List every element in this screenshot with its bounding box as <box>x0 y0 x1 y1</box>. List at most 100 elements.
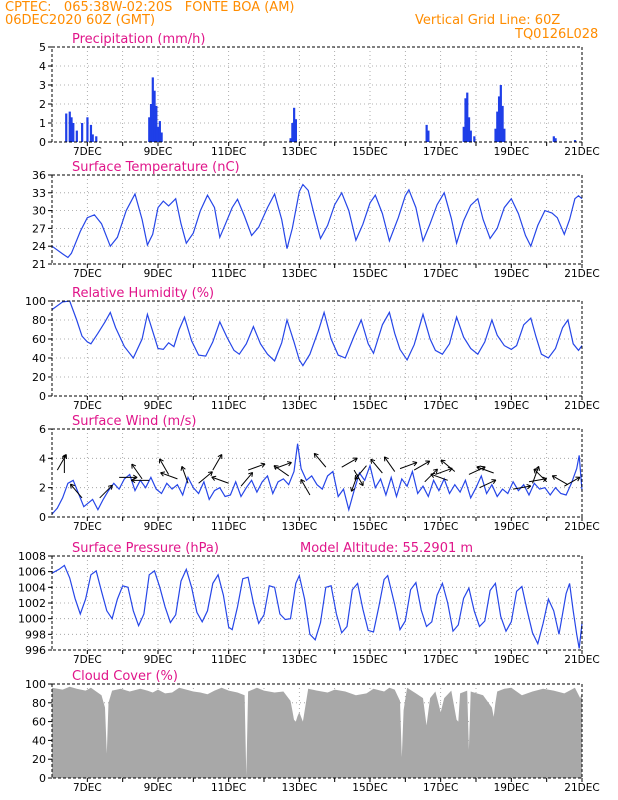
y-tick-label: 996 <box>25 644 46 657</box>
y-tick-label: 1002 <box>18 597 46 610</box>
x-tick-label: 19DEC <box>494 654 529 666</box>
wind-arrow-head <box>350 486 356 492</box>
wind-arrow <box>532 466 540 484</box>
x-tick-label: 21DEC <box>564 521 599 533</box>
panel-title: Surface Wind (m/s) <box>72 414 196 429</box>
wind-arrow <box>354 465 367 480</box>
wind-arrow <box>370 458 383 474</box>
wind-arrow-head <box>61 454 68 460</box>
wind-arrow <box>181 466 189 484</box>
panel-4: 996 998 1000 1002 1004 1006 1008 7DEC 9DEC 11DEC 1… <box>18 541 600 666</box>
wind-arrow <box>198 471 213 484</box>
wind-arrow-head <box>130 477 136 484</box>
wind-arrow <box>131 463 143 480</box>
y-tick-label: 2 <box>39 98 46 111</box>
precip-bar <box>497 96 501 142</box>
panel-title: Precipitation (mm/h) <box>72 32 205 47</box>
x-tick-label: 11DEC <box>211 521 246 533</box>
precip-bar <box>503 128 506 142</box>
y-tick-label: 40 <box>32 734 46 747</box>
precip-bar <box>494 128 497 142</box>
x-tick-label: 15DEC <box>352 268 387 280</box>
wind-arrow-head <box>412 461 418 467</box>
precip-bar <box>425 124 428 142</box>
x-tick-label: 17DEC <box>423 654 458 666</box>
wind-arrow-head <box>430 472 436 478</box>
x-tick-label: 21DEC <box>564 268 599 280</box>
y-tick-label: 1006 <box>18 566 46 579</box>
x-tick-label: 19DEC <box>494 268 529 280</box>
wind-arrow-head <box>133 474 138 481</box>
x-tick-label: 19DEC <box>494 782 529 794</box>
wind-arrow <box>70 483 83 499</box>
x-tick-label: 13DEC <box>282 400 317 412</box>
x-tick-label: 13DEC <box>282 268 317 280</box>
wind-arrow-head <box>526 483 532 490</box>
x-tick-label: 19DEC <box>494 146 529 158</box>
y-tick-label: 6 <box>39 423 46 436</box>
wind-arrow-head <box>159 458 164 464</box>
x-tick-label: 15DEC <box>352 146 387 158</box>
wind-arrow-head <box>425 460 431 466</box>
y-tick-label: 60 <box>32 333 46 346</box>
precip-bar <box>464 98 467 142</box>
x-tick-label: 17DEC <box>423 268 458 280</box>
precip-bar <box>496 111 499 142</box>
header-line1-right: Vertical Grid Line: 60Z <box>415 13 561 28</box>
x-tick-label: 17DEC <box>423 521 458 533</box>
precip-bar <box>157 126 160 142</box>
wind-arrow <box>424 468 438 483</box>
y-tick-label: 1000 <box>18 613 46 626</box>
precip-bar <box>294 119 297 142</box>
x-tick-label: 15DEC <box>352 782 387 794</box>
x-tick-label: 9DEC <box>144 521 173 533</box>
y-tick-label: 33 <box>32 187 46 200</box>
wind-arrow-head <box>217 454 223 459</box>
y-tick-label: 27 <box>32 222 46 235</box>
wind-arrow-head <box>69 483 75 489</box>
panel-title: Surface Temperature (nC) <box>72 160 240 175</box>
precip-bar <box>293 107 296 142</box>
y-tick-label: 36 <box>32 169 46 182</box>
wind-arrow <box>99 484 113 499</box>
precip-bar <box>86 117 89 142</box>
precip-bar <box>68 111 71 142</box>
precip-bar <box>573 140 577 142</box>
wind-arrow <box>552 475 569 486</box>
wind-arrow-head <box>313 452 319 458</box>
x-tick-label: 19DEC <box>494 521 529 533</box>
x-tick-label: 9DEC <box>144 268 173 280</box>
wind-arrow-head <box>476 465 482 471</box>
wind-arrow <box>383 456 396 472</box>
wind-arrow <box>413 460 431 471</box>
x-tick-label: 15DEC <box>352 654 387 666</box>
y-tick-label: 20 <box>32 753 46 766</box>
series-line <box>51 183 583 259</box>
precip-bar <box>160 132 163 142</box>
wind-arrow-head <box>534 465 541 471</box>
precip-bar <box>155 105 158 142</box>
wind-arrow-head <box>180 465 186 471</box>
wind-arrow <box>211 476 229 484</box>
precip-bar <box>499 85 502 142</box>
precip-bar <box>72 123 75 142</box>
x-tick-label: 9DEC <box>144 146 173 158</box>
wind-arrow <box>159 458 170 475</box>
x-tick-label: 21DEC <box>564 146 599 158</box>
x-tick-label: 7DEC <box>73 146 102 158</box>
x-tick-label: 17DEC <box>423 400 458 412</box>
wind-arrow-head <box>358 481 364 487</box>
series-line <box>51 300 583 367</box>
y-tick-label: 5 <box>39 41 46 54</box>
y-tick-label: 1008 <box>18 550 46 563</box>
wind-arrow-head <box>211 475 217 481</box>
x-tick-label: 17DEC <box>423 782 458 794</box>
header-line1-left: CPTEC: 065:38W-02:20S FONTE BOA (AM) <box>5 0 295 15</box>
panel-frame <box>51 683 583 779</box>
wind-arrow <box>160 472 178 480</box>
wind-arrow <box>313 453 327 468</box>
x-tick-label: 11DEC <box>211 146 246 158</box>
wind-arrow-head <box>491 479 497 485</box>
wind-arrow-head <box>107 484 113 490</box>
